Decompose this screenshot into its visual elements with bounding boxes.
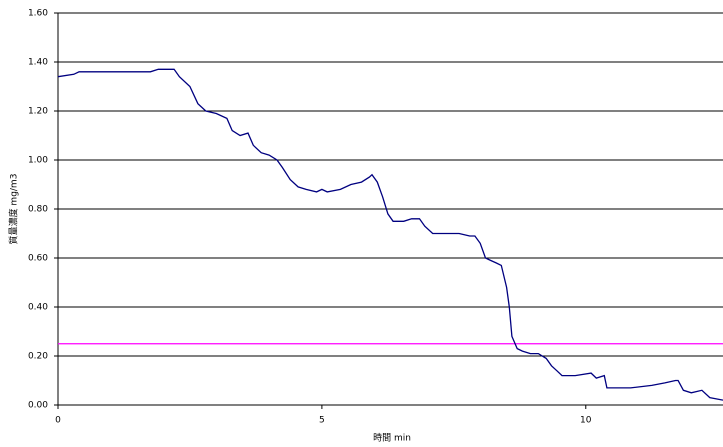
y-tick-label: 0.00: [28, 401, 48, 411]
y-tick-label: 1.40: [28, 58, 48, 68]
x-tick-label: 10: [580, 416, 592, 426]
y-tick-label: 0.60: [28, 254, 48, 264]
data-line: [57, 68, 723, 401]
y-tick-label: 0.20: [28, 352, 48, 362]
x-tick-label: 5: [319, 416, 325, 426]
y-tick-label: 1.60: [28, 9, 48, 19]
y-tick-label: 0.40: [28, 303, 48, 313]
y-tick-label: 1.20: [28, 107, 48, 117]
y-tick-label: 1.00: [28, 156, 48, 166]
y-axis-label: 質量濃度 mg/m3: [8, 174, 20, 245]
x-axis-label: 時間 min: [373, 433, 411, 444]
y-tick-label: 0.80: [28, 205, 48, 215]
x-tick-label: 0: [55, 416, 61, 426]
